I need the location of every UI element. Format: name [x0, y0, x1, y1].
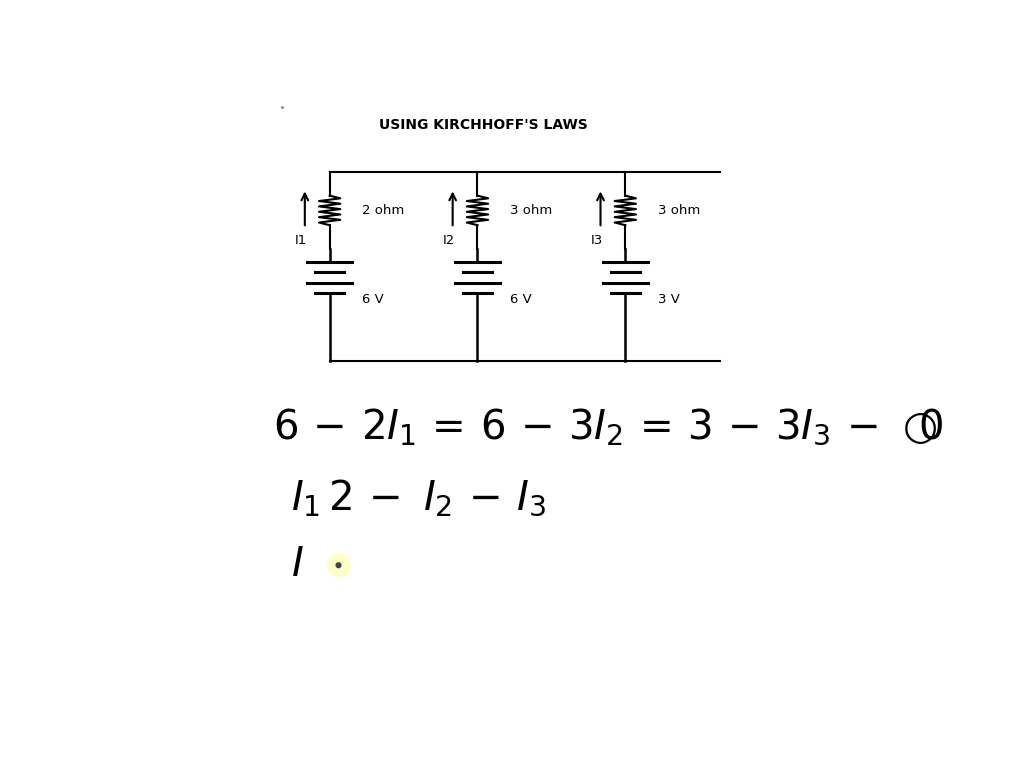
Text: I3: I3: [591, 233, 603, 247]
Text: $6\,-\,2I_1\,=\,6\,-\,3I_2\,=\,3\,-\,3I_3\,-\,\bigcirc\!\!\!\!0$: $6\,-\,2I_1\,=\,6\,-\,3I_2\,=\,3\,-\,3I_…: [273, 406, 944, 447]
Text: 3 ohm: 3 ohm: [510, 204, 552, 217]
Circle shape: [327, 554, 350, 577]
Text: 6 V: 6 V: [362, 293, 384, 306]
Text: 6 V: 6 V: [510, 293, 531, 306]
Text: 3 ohm: 3 ohm: [657, 204, 700, 217]
Circle shape: [336, 563, 341, 568]
Text: $I$: $I$: [291, 547, 304, 584]
Text: 2 ohm: 2 ohm: [362, 204, 404, 217]
Text: $I_{1}\,2\,-\,\,I_2\,-\,I_3$: $I_{1}\,2\,-\,\,I_2\,-\,I_3$: [291, 477, 546, 518]
Text: I1: I1: [295, 233, 307, 247]
Text: I2: I2: [443, 233, 456, 247]
Text: USING KIRCHHOFF'S LAWS: USING KIRCHHOFF'S LAWS: [379, 118, 588, 131]
Text: 3 V: 3 V: [657, 293, 680, 306]
